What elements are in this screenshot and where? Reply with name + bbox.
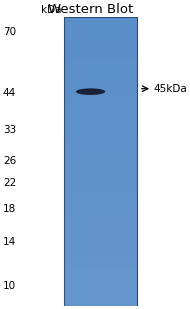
Bar [64,22,137,27]
Bar [64,133,137,138]
Bar [64,51,137,56]
Title: Western Blot: Western Blot [48,3,133,16]
Bar [64,176,137,181]
Bar [64,113,137,118]
Bar [64,152,137,157]
Bar [64,99,137,104]
Bar [64,118,137,123]
Bar [64,268,137,273]
Bar [64,167,137,171]
Bar [64,108,137,113]
Bar [64,123,137,128]
Bar [64,75,137,80]
Bar [64,224,137,229]
Bar [64,210,137,215]
Bar [64,147,137,152]
Bar [64,128,137,133]
Bar [64,84,137,89]
Bar [64,273,137,277]
Bar [64,297,137,301]
Bar [64,248,137,253]
Bar [64,104,137,108]
Bar [64,277,137,282]
Bar [64,32,137,36]
Bar [64,70,137,75]
Bar [64,292,137,297]
Bar [64,89,137,94]
Bar [64,56,137,60]
Bar [64,60,137,65]
Bar [64,229,137,234]
Text: kDa: kDa [41,6,61,15]
Bar [64,205,137,210]
Bar [64,263,137,268]
Ellipse shape [76,88,105,95]
Bar [64,287,137,292]
Bar [64,301,137,306]
Bar [64,258,137,263]
Bar [64,46,137,51]
Bar [64,239,137,243]
Bar [64,17,137,22]
Bar [64,162,137,167]
Bar [64,181,137,186]
Bar [64,41,137,46]
Bar [64,186,137,191]
Bar [64,138,137,142]
Bar [64,200,137,205]
Bar [64,215,137,219]
Bar [64,171,137,176]
Bar [64,219,137,224]
Bar [64,65,137,70]
Bar [64,27,137,32]
Text: 45kDa: 45kDa [154,84,187,94]
Bar [64,142,137,147]
Bar [64,282,137,287]
Bar [64,36,137,41]
Bar [64,80,137,84]
Bar [64,17,137,306]
Bar [64,253,137,258]
Bar [64,243,137,248]
Bar [64,191,137,195]
Bar [64,157,137,162]
Bar [64,234,137,239]
Bar [64,195,137,200]
Bar [64,94,137,99]
